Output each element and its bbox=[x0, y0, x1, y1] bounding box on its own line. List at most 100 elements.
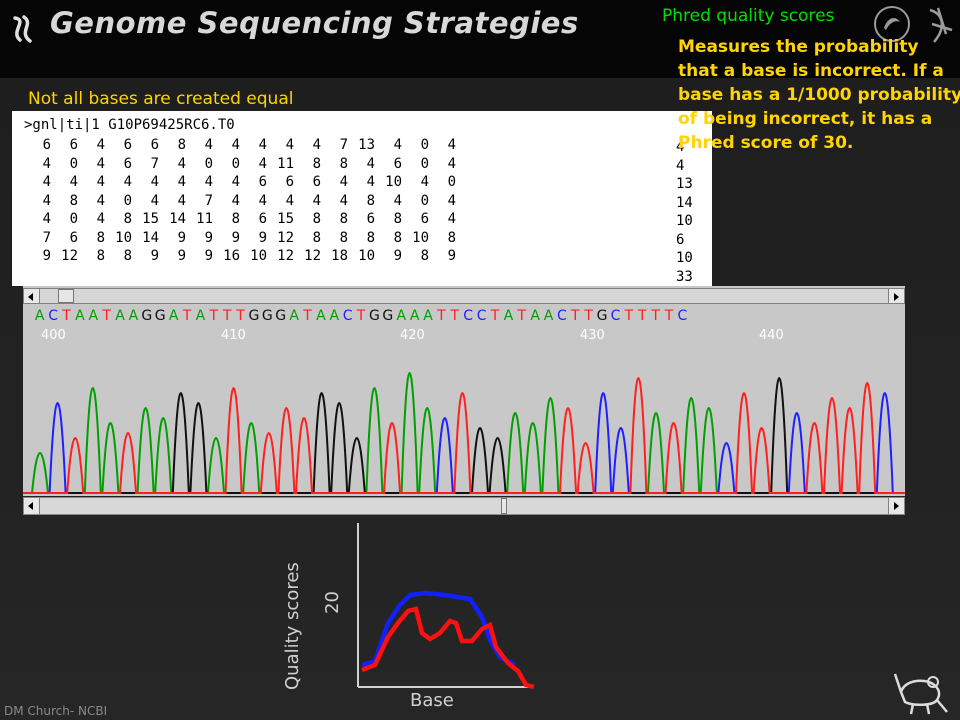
quality-score-cell: 4 bbox=[447, 137, 456, 153]
quality-score-cell: 6 bbox=[366, 211, 375, 227]
quality-score-cell: 9 bbox=[447, 248, 456, 264]
quality-score-cell: 4 bbox=[150, 192, 159, 209]
base-call: A bbox=[88, 308, 99, 324]
base-call: A bbox=[115, 308, 125, 324]
base-call: C bbox=[610, 308, 621, 324]
base-call: T bbox=[356, 308, 366, 324]
quality-score-cell: 0 bbox=[447, 174, 456, 190]
base-call: A bbox=[34, 308, 45, 324]
quality-score-row: 7 6 8 10 14 9 9 9 9 12 8 8 8 8 10 8 bbox=[24, 230, 456, 249]
position-label: 410 bbox=[221, 328, 246, 343]
scroll-left-arrow-icon[interactable] bbox=[24, 289, 40, 303]
base-call: A bbox=[329, 308, 340, 324]
page-title: Genome Sequencing Strategies bbox=[50, 6, 579, 40]
base-call: A bbox=[396, 308, 407, 324]
quality-score-cell: 4 bbox=[447, 211, 456, 227]
quality-score-cell: 0 bbox=[69, 211, 78, 227]
chromatogram-top-scrollbar[interactable] bbox=[23, 288, 905, 304]
quality-score-cell: 7 bbox=[150, 155, 159, 172]
chromatogram-bottom-scrollbar[interactable] bbox=[23, 497, 905, 515]
phred-heading: Phred quality scores bbox=[662, 6, 835, 26]
base-call: A bbox=[75, 308, 85, 324]
quality-score-cell: 8 bbox=[312, 211, 321, 227]
quality-score-cell: 0 bbox=[420, 155, 429, 172]
quality-score-cell: 12 bbox=[304, 248, 321, 264]
base-call: A bbox=[543, 308, 554, 324]
quality-score-cell: 4 bbox=[231, 137, 240, 153]
quality-score-cell: 4 bbox=[312, 192, 321, 209]
quality-score-cell: 15 bbox=[142, 211, 159, 227]
quality-score-cell: 6 bbox=[42, 137, 51, 153]
scroll-thumb[interactable] bbox=[58, 289, 74, 303]
quality-score-cell: 6 bbox=[123, 155, 132, 172]
quality-score-cell: 12 bbox=[277, 229, 294, 246]
quality-file-header: >gnl|ti|1 G10P69425RC6.T0 bbox=[24, 117, 235, 133]
quality-score-cell: 6 bbox=[69, 137, 78, 153]
quality-score-cell: 4 bbox=[96, 174, 105, 190]
quality-score-cell: 8 bbox=[420, 248, 429, 264]
base-call: T bbox=[637, 308, 647, 324]
quality-score-cell: 0 bbox=[204, 155, 213, 172]
base-call: G bbox=[382, 308, 394, 324]
quality-score-cell: 8 bbox=[366, 229, 375, 246]
quality-score-cell: 12 bbox=[277, 248, 294, 264]
quality-score-cell: 8 bbox=[123, 248, 132, 264]
scroll-right-arrow-icon[interactable] bbox=[888, 498, 904, 514]
quality-score-cell: 4 bbox=[312, 137, 321, 153]
base-call: G bbox=[261, 308, 273, 324]
quality-score-cell: 15 bbox=[277, 211, 294, 227]
trace-T bbox=[23, 377, 905, 494]
quality-score-cell: 10 bbox=[250, 248, 267, 264]
quality-score-cell: 8 bbox=[123, 211, 132, 227]
position-label: 400 bbox=[41, 328, 66, 343]
quality-score-cell: 4 bbox=[96, 192, 105, 209]
quality-score-grid: 6 6 4 6 6 8 4 4 4 4 4 7 13 4 0 4 4 0 4 6 7 4 0 0 4 11 8 8 4 6 0 4 4 4 4 4 4 4… bbox=[24, 137, 456, 267]
quality-score-cell: 10 bbox=[358, 248, 375, 264]
base-call: C bbox=[342, 308, 353, 324]
base-call: G bbox=[369, 308, 380, 324]
quality-score-cell: 8 bbox=[312, 229, 321, 246]
quality-score-cell: 4 bbox=[177, 174, 186, 190]
scroll-thumb[interactable] bbox=[501, 498, 507, 514]
scroll-left-arrow-icon[interactable] bbox=[24, 498, 40, 514]
quality-score-cell: 11 bbox=[196, 211, 213, 227]
quality-score-cell: 0 bbox=[231, 155, 240, 172]
quality-score-cell: 9 bbox=[177, 229, 186, 246]
subtitle: Not all bases are created equal bbox=[28, 89, 294, 109]
dna-icon bbox=[13, 15, 32, 43]
quality-score-cell: 4 bbox=[285, 192, 294, 209]
quality-score-cell: 10 bbox=[385, 174, 402, 190]
base-call: G bbox=[154, 308, 166, 324]
header-band bbox=[0, 0, 960, 78]
quality-score-cell: 18 bbox=[331, 248, 348, 264]
quality-curve-smoothed bbox=[361, 590, 517, 668]
quality-score-cell: 10 bbox=[115, 229, 132, 246]
quality-plot-xlabel: Base bbox=[410, 690, 454, 711]
quality-score-cell: 10 bbox=[676, 213, 693, 229]
quality-score-cell: 4 bbox=[285, 137, 294, 153]
quality-score-cell: 4 bbox=[42, 192, 51, 209]
quality-score-cell: 6 bbox=[258, 211, 267, 227]
base-call: T bbox=[490, 308, 500, 324]
base-call: C bbox=[677, 308, 688, 324]
quality-score-cell: 33 bbox=[676, 268, 693, 285]
quality-score-cell: 6 bbox=[69, 229, 78, 246]
quality-score-cell: 4 bbox=[42, 211, 51, 227]
base-call: A bbox=[423, 308, 433, 324]
quality-score-cell: 4 bbox=[393, 137, 402, 153]
scroll-right-arrow-icon[interactable] bbox=[888, 289, 904, 303]
phred-description: Measures the probability that a base is … bbox=[678, 37, 960, 153]
quality-score-cell: 9 bbox=[204, 248, 213, 264]
quality-score-cell: 10 bbox=[676, 250, 693, 266]
base-call: T bbox=[517, 308, 527, 324]
base-call: A bbox=[128, 308, 139, 324]
base-call: T bbox=[182, 308, 192, 324]
quality-score-cell: 13 bbox=[676, 176, 693, 192]
quality-score-cell: 6 bbox=[123, 137, 132, 153]
quality-score-cell: 6 bbox=[150, 137, 159, 153]
base-call: A bbox=[530, 308, 540, 324]
quality-score-cell: 11 bbox=[277, 155, 294, 172]
footer-credit: DM Church- NCBI bbox=[4, 704, 108, 718]
trace-A bbox=[23, 372, 905, 494]
